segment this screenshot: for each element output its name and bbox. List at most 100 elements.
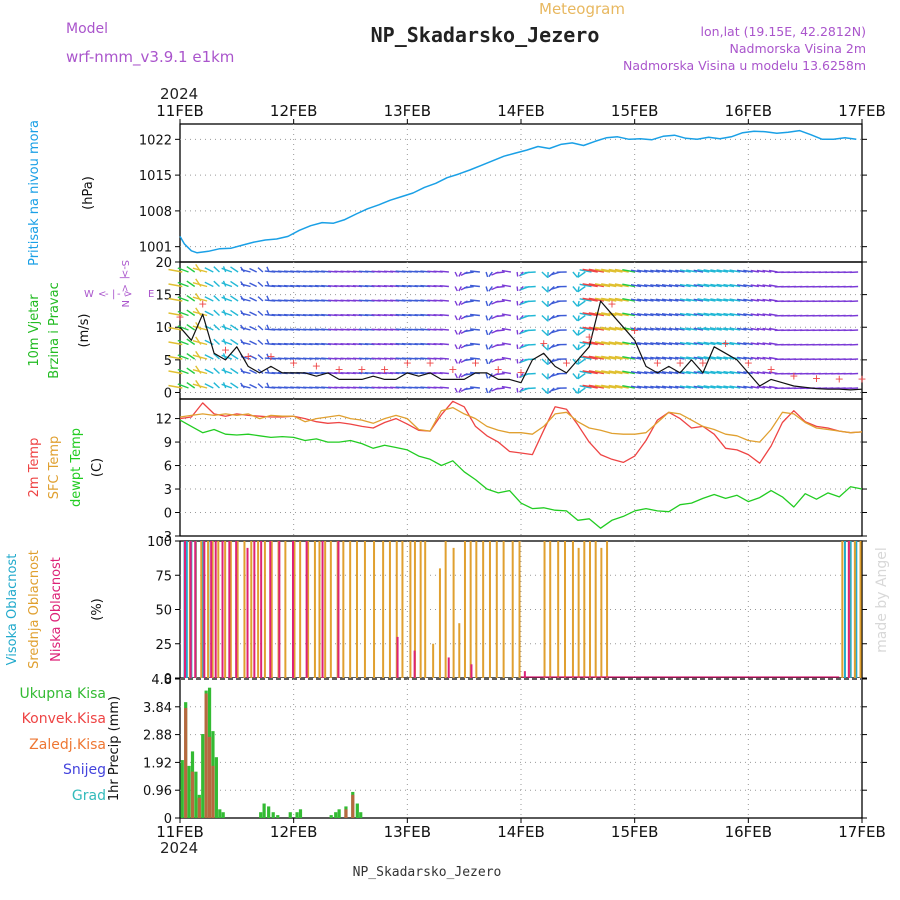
wind-arrow	[230, 295, 239, 302]
precip-legend-item: Grad	[72, 788, 106, 804]
wind-arrow	[661, 327, 673, 331]
wind-arrow	[736, 342, 747, 346]
wind-arrow	[577, 271, 586, 278]
wind-arrow	[622, 370, 636, 375]
wind-arrow	[516, 344, 519, 350]
wind-arrow	[454, 271, 458, 277]
wind-arrow	[213, 280, 220, 288]
wind-arrow	[572, 329, 578, 336]
wind-arrow	[240, 384, 251, 389]
wind-arrow	[762, 356, 772, 360]
wind-arrow	[501, 269, 512, 273]
wind-arrow	[697, 327, 710, 331]
wind-arrow	[608, 283, 623, 288]
wind-arrow	[693, 385, 704, 389]
wind-arrow	[630, 284, 642, 288]
wind-arrow	[501, 327, 512, 331]
wind-arrow	[716, 356, 729, 360]
wind-arrow	[736, 284, 747, 288]
wind-arrow	[601, 268, 617, 273]
wind-arrow	[495, 387, 505, 390]
precip-bar	[351, 794, 355, 818]
wind-arrow	[668, 385, 679, 389]
wind-arrow	[572, 373, 578, 380]
wind-arrow	[470, 299, 480, 302]
wind-arrow	[630, 298, 642, 302]
wind-arrow	[622, 269, 636, 273]
precip-panel: 0 0.96 1.92 2.88 3.84 4.8 1hr Precip (mm)Ukupn…	[19, 673, 867, 827]
x-tick-label-bottom: 11FEB	[156, 823, 203, 841]
wind-arrow	[518, 315, 524, 321]
wind-arrow	[697, 385, 710, 389]
wind-arrow	[488, 329, 493, 336]
wind-arrow	[582, 268, 598, 273]
wind-arrow	[622, 283, 636, 288]
wind-arrow	[463, 387, 474, 391]
wind-gust-marker: +	[198, 298, 207, 311]
wind-arrow	[661, 269, 673, 273]
pressure-line	[179, 129, 857, 254]
wind-arrow	[637, 327, 648, 331]
wind-arrow	[230, 382, 239, 389]
wind-arrow	[524, 343, 536, 346]
wind-arrow	[240, 268, 251, 273]
wind-arrow	[736, 371, 747, 375]
wind-arrow	[257, 296, 264, 302]
wind-gust-marker: +	[653, 356, 662, 369]
wind-arrow	[518, 373, 524, 379]
wind-arrow	[204, 267, 214, 273]
wind-arrow	[454, 329, 458, 335]
wind-arrow	[693, 313, 704, 317]
wind-arrow	[661, 385, 673, 389]
compass-lt: <	[98, 289, 106, 300]
wind-arrow	[516, 286, 519, 292]
wind-arrow	[729, 269, 741, 273]
wind-arrow	[186, 338, 196, 346]
wind-arrow	[643, 269, 654, 273]
wind-arrow	[454, 373, 458, 379]
wind-arrow	[470, 357, 480, 360]
footer-title: NP_Skadarsko_Jezero	[353, 865, 502, 880]
precip-bar	[197, 797, 201, 818]
cloud-ytick-label: 25	[155, 638, 172, 653]
wind-arrow	[661, 284, 673, 288]
wind-arrow	[195, 336, 202, 345]
wind-arrow	[762, 385, 772, 389]
wind-arrow	[470, 270, 480, 273]
x-tick-label-bottom: 14FEB	[497, 823, 544, 841]
wind-arrow	[579, 298, 592, 302]
wind-arrow	[693, 356, 704, 360]
wind-arrow	[240, 297, 251, 302]
wind-arrow	[588, 341, 605, 346]
wind-gust-marker: +	[676, 356, 685, 369]
wind-arrow	[601, 326, 617, 331]
wind-arrow	[582, 312, 598, 317]
wind-arrow	[458, 358, 462, 364]
wind-arrow	[439, 372, 449, 375]
wind-arrow	[668, 342, 679, 346]
wind-arrow	[524, 285, 536, 288]
temp-line-1	[179, 406, 863, 443]
wind-arrow	[588, 312, 605, 317]
precip-bar	[359, 812, 363, 818]
wind-arrow	[495, 329, 505, 332]
wind-arrow	[686, 327, 698, 331]
wind-arrow	[723, 385, 735, 389]
wind-arrow	[470, 328, 480, 331]
wind-arrow	[661, 356, 673, 360]
wind-arrow	[221, 354, 233, 360]
precip-ytick-label: 0	[164, 812, 172, 827]
wind-arrow	[204, 354, 214, 360]
wind-arrow	[439, 285, 449, 288]
wind-ylabel: (m/s)	[77, 314, 92, 348]
wind-arrow	[588, 370, 605, 375]
x-tick-label-bottom: 15FEB	[611, 823, 658, 841]
wind-gust-marker: +	[812, 372, 821, 385]
precip-ytick-label: 0.96	[143, 784, 172, 799]
wind-gust-marker: +	[471, 356, 480, 369]
wind-arrow	[594, 297, 611, 302]
wind-arrow	[579, 356, 592, 360]
wind-arrow	[614, 384, 629, 389]
wind-arrow	[750, 284, 760, 288]
wind-arrow	[693, 342, 704, 346]
